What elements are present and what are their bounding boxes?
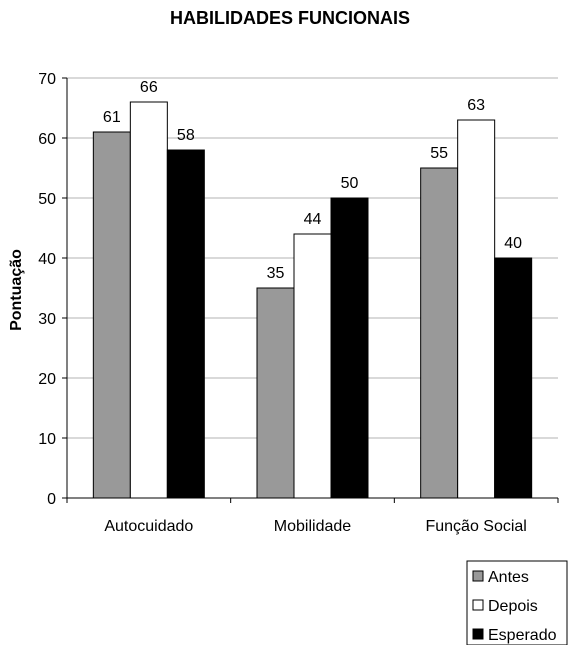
- bar-esperado-0: [166, 149, 205, 499]
- bar-esperado-1: [330, 197, 369, 499]
- bar-antes-0: [92, 131, 131, 499]
- y-axis-ticks: 0 10 20 30 40 50 60 70: [38, 71, 67, 508]
- data-label: 63: [467, 97, 485, 114]
- y-tick-label: 20: [38, 371, 56, 388]
- category-label: Mobilidade: [274, 518, 351, 535]
- legend-swatch-esperado: [472, 628, 484, 640]
- bar-depois-0: [129, 101, 168, 499]
- chart-title: HABILIDADES FUNCIONAIS: [170, 8, 410, 28]
- bar-depois-1: [293, 233, 332, 499]
- legend-swatch-antes: [472, 570, 484, 582]
- category-label: Autocuidado: [104, 518, 193, 535]
- category-label: Função Social: [425, 518, 526, 535]
- bar-depois-2: [457, 119, 496, 499]
- data-labels: 61 35 55 66 44 63 58 50 40: [103, 79, 522, 282]
- y-tick-label: 60: [38, 131, 56, 148]
- y-tick-label: 50: [38, 191, 56, 208]
- category-labels: Autocuidado Mobilidade Função Social: [104, 518, 527, 535]
- axes: [66, 78, 559, 503]
- y-tick-label: 70: [38, 71, 56, 88]
- y-axis-label: Pontuação: [8, 249, 25, 331]
- data-label: 55: [430, 145, 448, 162]
- bar-antes-2: [420, 167, 459, 499]
- bars: [92, 101, 533, 499]
- y-tick-label: 40: [38, 251, 56, 268]
- data-label: 61: [103, 109, 121, 126]
- legend-label-depois: Depois: [488, 598, 538, 615]
- legend: Antes Depois Esperado: [466, 560, 568, 645]
- legend-box: [466, 560, 568, 645]
- y-tick-label: 10: [38, 431, 56, 448]
- y-tick-label: 30: [38, 311, 56, 328]
- legend-swatch-depois: [472, 599, 484, 611]
- data-label: 35: [267, 265, 285, 282]
- legend-label-antes: Antes: [488, 569, 529, 586]
- data-label: 58: [177, 127, 195, 144]
- legend-label-esperado: Esperado: [488, 627, 557, 644]
- bar-antes-1: [256, 287, 295, 499]
- data-label: 44: [304, 211, 322, 228]
- bar-esperado-2: [494, 257, 533, 499]
- data-label: 50: [341, 175, 359, 192]
- y-tick-label: 0: [47, 491, 56, 508]
- data-label: 40: [504, 235, 522, 252]
- data-label: 66: [140, 79, 158, 96]
